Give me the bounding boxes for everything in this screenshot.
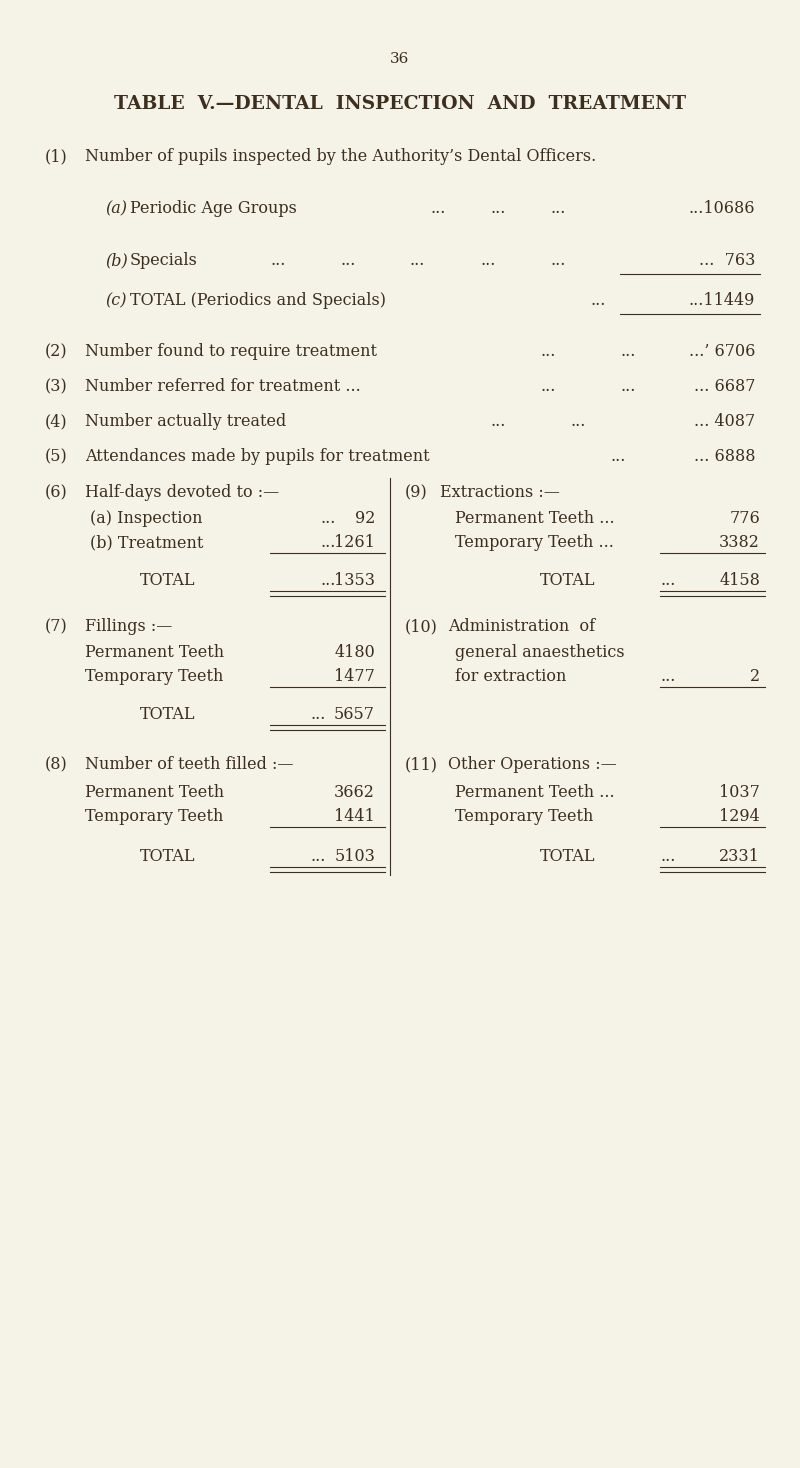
Text: (11): (11) <box>405 756 438 774</box>
Text: 92: 92 <box>354 509 375 527</box>
Text: ... 6687: ... 6687 <box>694 377 755 395</box>
Text: 1353: 1353 <box>334 573 375 589</box>
Text: ...10686: ...10686 <box>689 200 755 217</box>
Text: 1261: 1261 <box>334 534 375 550</box>
Text: 1037: 1037 <box>719 784 760 802</box>
Text: ...: ... <box>340 252 355 269</box>
Text: 2: 2 <box>750 668 760 686</box>
Text: 3662: 3662 <box>334 784 375 802</box>
Text: Permanent Teeth: Permanent Teeth <box>85 784 224 802</box>
Text: (2): (2) <box>45 344 68 360</box>
Text: Temporary Teeth: Temporary Teeth <box>85 807 223 825</box>
Text: 1441: 1441 <box>334 807 375 825</box>
Text: TOTAL: TOTAL <box>540 849 595 865</box>
Text: TABLE  V.—DENTAL  INSPECTION  AND  TREATMENT: TABLE V.—DENTAL INSPECTION AND TREATMENT <box>114 95 686 113</box>
Text: 3382: 3382 <box>719 534 760 550</box>
Text: (b) Treatment: (b) Treatment <box>90 534 203 550</box>
Text: TOTAL: TOTAL <box>140 849 195 865</box>
Text: (7): (7) <box>45 618 68 636</box>
Text: ...: ... <box>270 252 286 269</box>
Text: 5657: 5657 <box>334 706 375 724</box>
Text: (c): (c) <box>105 292 126 308</box>
Text: Administration  of: Administration of <box>448 618 595 636</box>
Text: ...: ... <box>550 252 566 269</box>
Text: Extractions :—: Extractions :— <box>440 484 560 501</box>
Text: ...: ... <box>310 849 326 865</box>
Text: ...: ... <box>430 200 446 217</box>
Text: ...: ... <box>480 252 495 269</box>
Text: (b): (b) <box>105 252 128 269</box>
Text: ...: ... <box>570 413 586 430</box>
Text: ...’ 6706: ...’ 6706 <box>689 344 755 360</box>
Text: 36: 36 <box>390 51 410 66</box>
Text: (6): (6) <box>45 484 68 501</box>
Text: 5103: 5103 <box>334 849 375 865</box>
Text: ...: ... <box>620 344 635 360</box>
Text: TOTAL (Periodics and Specials): TOTAL (Periodics and Specials) <box>130 292 386 308</box>
Text: ...: ... <box>590 292 606 308</box>
Text: Fillings :—: Fillings :— <box>85 618 172 636</box>
Text: ...: ... <box>410 252 426 269</box>
Text: ...: ... <box>490 413 506 430</box>
Text: Half-days devoted to :—: Half-days devoted to :— <box>85 484 279 501</box>
Text: Temporary Teeth ...: Temporary Teeth ... <box>455 534 614 550</box>
Text: Attendances made by pupils for treatment: Attendances made by pupils for treatment <box>85 448 430 465</box>
Text: (5): (5) <box>45 448 68 465</box>
Text: ...  763: ... 763 <box>698 252 755 269</box>
Text: ...: ... <box>320 573 335 589</box>
Text: ...: ... <box>310 706 326 724</box>
Text: ...: ... <box>540 344 555 360</box>
Text: 1477: 1477 <box>334 668 375 686</box>
Text: Permanent Teeth: Permanent Teeth <box>85 644 224 661</box>
Text: ...: ... <box>660 573 675 589</box>
Text: 4158: 4158 <box>719 573 760 589</box>
Text: for extraction: for extraction <box>455 668 566 686</box>
Text: Permanent Teeth ...: Permanent Teeth ... <box>455 509 614 527</box>
Text: ...: ... <box>620 377 635 395</box>
Text: TOTAL: TOTAL <box>540 573 595 589</box>
Text: TOTAL: TOTAL <box>140 706 195 724</box>
Text: Number of pupils inspected by the Authority’s Dental Officers.: Number of pupils inspected by the Author… <box>85 148 596 164</box>
Text: (a) Inspection: (a) Inspection <box>90 509 202 527</box>
Text: TOTAL: TOTAL <box>140 573 195 589</box>
Text: ...: ... <box>550 200 566 217</box>
Text: Temporary Teeth: Temporary Teeth <box>455 807 594 825</box>
Text: ...: ... <box>660 849 675 865</box>
Text: 4180: 4180 <box>334 644 375 661</box>
Text: (3): (3) <box>45 377 68 395</box>
Text: general anaesthetics: general anaesthetics <box>455 644 625 661</box>
Text: Permanent Teeth ...: Permanent Teeth ... <box>455 784 614 802</box>
Text: (8): (8) <box>45 756 68 774</box>
Text: ...: ... <box>660 668 675 686</box>
Text: Number actually treated: Number actually treated <box>85 413 286 430</box>
Text: ...: ... <box>320 534 335 550</box>
Text: 1294: 1294 <box>719 807 760 825</box>
Text: Periodic Age Groups: Periodic Age Groups <box>130 200 297 217</box>
Text: ... 4087: ... 4087 <box>694 413 755 430</box>
Text: (10): (10) <box>405 618 438 636</box>
Text: (4): (4) <box>45 413 68 430</box>
Text: Number of teeth filled :—: Number of teeth filled :— <box>85 756 294 774</box>
Text: ...: ... <box>540 377 555 395</box>
Text: ...: ... <box>320 509 335 527</box>
Text: (1): (1) <box>45 148 68 164</box>
Text: (a): (a) <box>105 200 127 217</box>
Text: ...: ... <box>610 448 626 465</box>
Text: ...: ... <box>490 200 506 217</box>
Text: Number referred for treatment ...: Number referred for treatment ... <box>85 377 361 395</box>
Text: 776: 776 <box>730 509 760 527</box>
Text: Number found to require treatment: Number found to require treatment <box>85 344 377 360</box>
Text: Temporary Teeth: Temporary Teeth <box>85 668 223 686</box>
Text: (9): (9) <box>405 484 428 501</box>
Text: 2331: 2331 <box>719 849 760 865</box>
Text: Other Operations :—: Other Operations :— <box>448 756 617 774</box>
Text: ... 6888: ... 6888 <box>694 448 755 465</box>
Text: Specials: Specials <box>130 252 198 269</box>
Text: ...11449: ...11449 <box>689 292 755 308</box>
